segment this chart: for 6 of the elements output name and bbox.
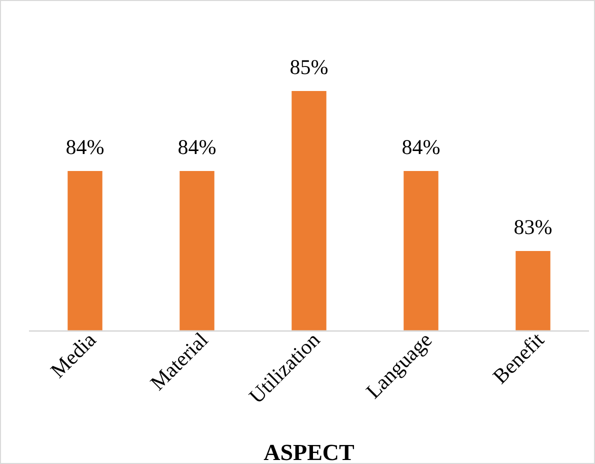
data-label: 84% [66, 135, 104, 159]
data-label: 85% [290, 55, 328, 79]
data-label: 84% [402, 135, 440, 159]
data-label: 83% [514, 215, 552, 239]
data-label: 84% [178, 135, 216, 159]
x-axis-title: ASPECT [264, 440, 354, 464]
